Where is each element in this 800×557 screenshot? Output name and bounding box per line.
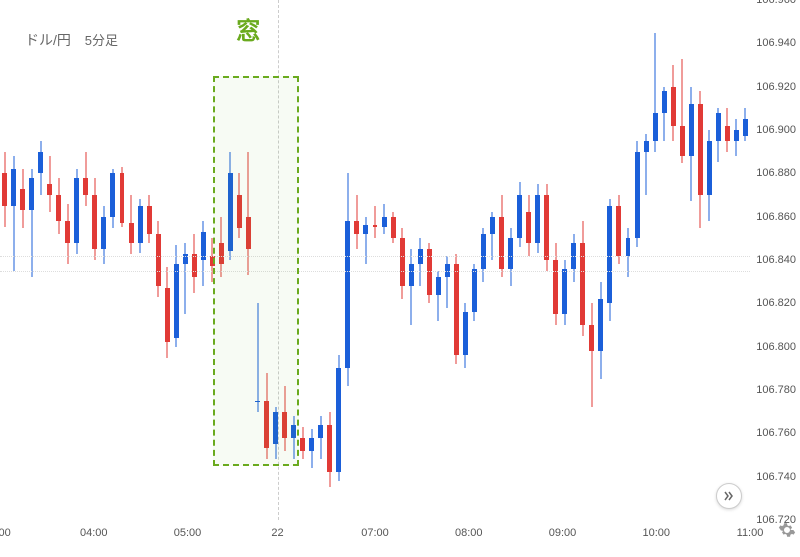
settings-button[interactable] xyxy=(778,521,796,539)
y-axis-label: 106.780 xyxy=(756,384,796,396)
y-axis-label: 106.840 xyxy=(756,254,796,266)
x-axis-label: 07:00 xyxy=(361,527,389,539)
x-axis-label: 05:00 xyxy=(174,527,202,539)
x-axis-label: 08:00 xyxy=(455,527,483,539)
y-axis-label: 106.900 xyxy=(756,124,796,136)
x-axis-label: 10:00 xyxy=(642,527,670,539)
reference-line xyxy=(0,256,750,257)
gear-icon xyxy=(778,521,796,539)
expand-button[interactable] xyxy=(716,483,742,509)
candle-area[interactable]: 窓 xyxy=(0,0,750,520)
y-axis-label: 106.740 xyxy=(756,471,796,483)
reference-line xyxy=(0,271,750,272)
chart-plot-area: ドル/円 5分足 窓 xyxy=(0,0,750,520)
gap-annotation-box xyxy=(213,76,299,466)
x-axis-label: 11:00 xyxy=(737,527,764,539)
y-axis-label: 106.800 xyxy=(756,341,796,353)
y-axis-label: 106.940 xyxy=(756,37,796,49)
pair-label: ドル/円 xyxy=(25,32,71,48)
x-axis-label: 04:00 xyxy=(80,527,108,539)
x-axis-label: 3:00 xyxy=(0,527,11,539)
gap-annotation-label: 窓 xyxy=(236,11,260,46)
chart-title: ドル/円 5分足 xyxy=(25,30,118,50)
x-axis-label: 09:00 xyxy=(549,527,577,539)
y-axis-label: 106.860 xyxy=(756,211,796,223)
y-axis-label: 106.960 xyxy=(756,0,796,6)
y-axis-label: 106.880 xyxy=(756,167,796,179)
timeframe-label: 5分足 xyxy=(85,33,118,48)
y-axis-label: 106.760 xyxy=(756,427,796,439)
chevron-double-right-icon xyxy=(723,490,735,502)
x-axis-label: 22 xyxy=(271,527,283,539)
y-axis-label: 106.920 xyxy=(756,81,796,93)
y-axis-label: 106.820 xyxy=(756,297,796,309)
x-axis: 3:0004:0005:002207:0008:0009:0010:0011:0… xyxy=(0,520,750,557)
y-axis: 106.720106.740106.760106.780106.800106.8… xyxy=(750,0,800,520)
